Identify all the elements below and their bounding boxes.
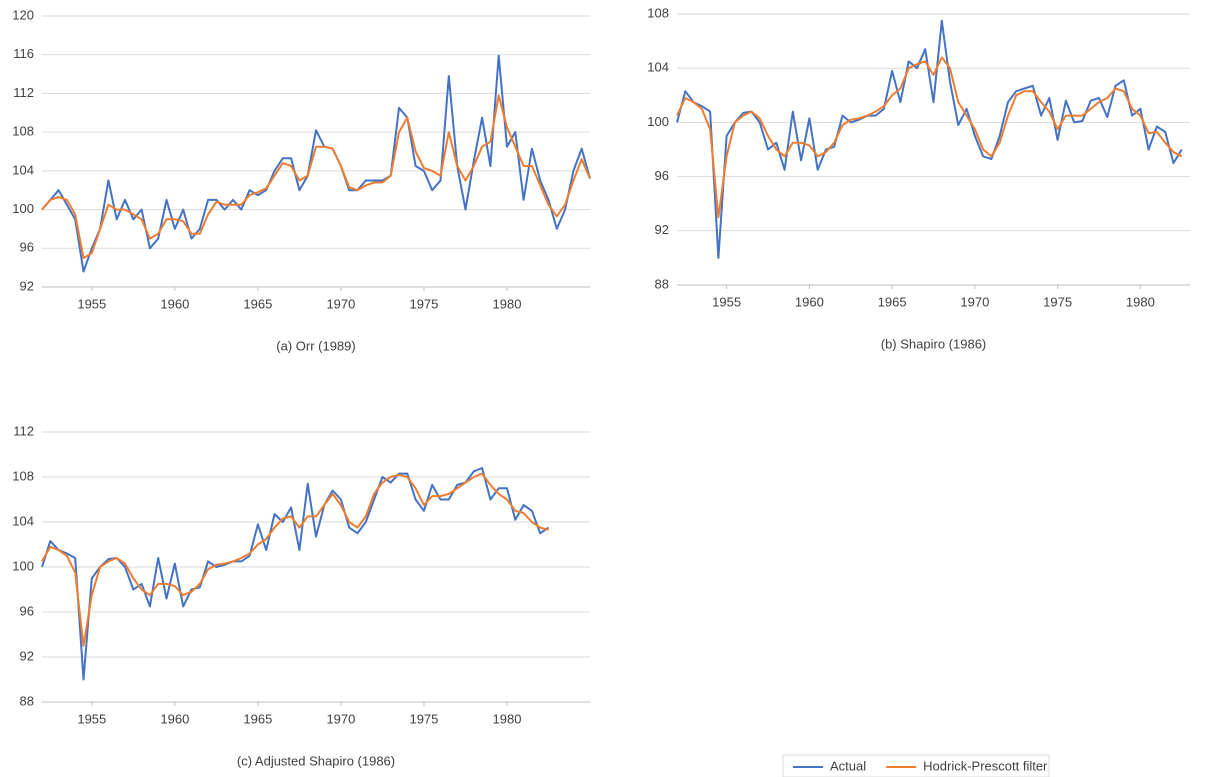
x-tick-label: 1960 xyxy=(160,296,189,311)
legend-label: Hodrick-Prescott filter xyxy=(923,758,1048,773)
y-tick-label: 108 xyxy=(12,124,34,139)
x-tick-label: 1955 xyxy=(77,296,106,311)
y-tick-label: 116 xyxy=(13,46,34,61)
x-tick-label: 1975 xyxy=(409,296,438,311)
y-tick-label: 96 xyxy=(655,168,669,183)
series-line xyxy=(676,19,1183,259)
y-tick-label: 88 xyxy=(20,693,34,708)
x-tick-label: 1970 xyxy=(326,296,355,311)
x-tick-label: 1975 xyxy=(1043,294,1072,309)
y-tick-label: 120 xyxy=(12,7,34,22)
y-tick-label: 96 xyxy=(20,240,34,255)
chart-caption: (a) Orr (1989) xyxy=(276,338,355,353)
chart-caption: (b) Shapiro (1986) xyxy=(881,336,987,351)
y-tick-label: 104 xyxy=(12,513,34,528)
x-tick-label: 1965 xyxy=(878,294,907,309)
y-tick-label: 92 xyxy=(20,278,34,293)
y-tick-label: 100 xyxy=(647,114,669,129)
y-tick-label: 108 xyxy=(12,468,34,483)
series-line xyxy=(41,472,549,647)
x-tick-label: 1955 xyxy=(712,294,741,309)
y-tick-label: 104 xyxy=(647,60,669,75)
x-tick-label: 1980 xyxy=(493,296,522,311)
x-tick-label: 1970 xyxy=(326,711,355,726)
y-tick-label: 92 xyxy=(20,648,34,663)
y-tick-label: 100 xyxy=(12,201,34,216)
series-line xyxy=(41,54,591,273)
chart-caption: (c) Adjusted Shapiro (1986) xyxy=(237,753,395,768)
y-tick-label: 88 xyxy=(655,276,669,291)
y-tick-label: 108 xyxy=(647,5,669,20)
x-tick-label: 1965 xyxy=(243,711,272,726)
y-tick-label: 112 xyxy=(13,423,34,438)
x-tick-label: 1960 xyxy=(160,711,189,726)
y-tick-label: 96 xyxy=(20,603,34,618)
series-line xyxy=(676,56,1183,219)
x-tick-label: 1975 xyxy=(409,711,438,726)
legend-label: Actual xyxy=(830,758,866,773)
x-tick-label: 1960 xyxy=(795,294,824,309)
y-tick-label: 112 xyxy=(13,85,34,100)
x-tick-label: 1980 xyxy=(493,711,522,726)
x-tick-label: 1980 xyxy=(1126,294,1155,309)
x-tick-label: 1955 xyxy=(77,711,106,726)
series-line xyxy=(41,94,591,259)
series-line xyxy=(41,467,550,681)
y-tick-label: 100 xyxy=(12,558,34,573)
y-tick-label: 92 xyxy=(655,222,669,237)
x-tick-label: 1970 xyxy=(960,294,989,309)
x-tick-label: 1965 xyxy=(243,296,272,311)
y-tick-label: 104 xyxy=(12,162,34,177)
